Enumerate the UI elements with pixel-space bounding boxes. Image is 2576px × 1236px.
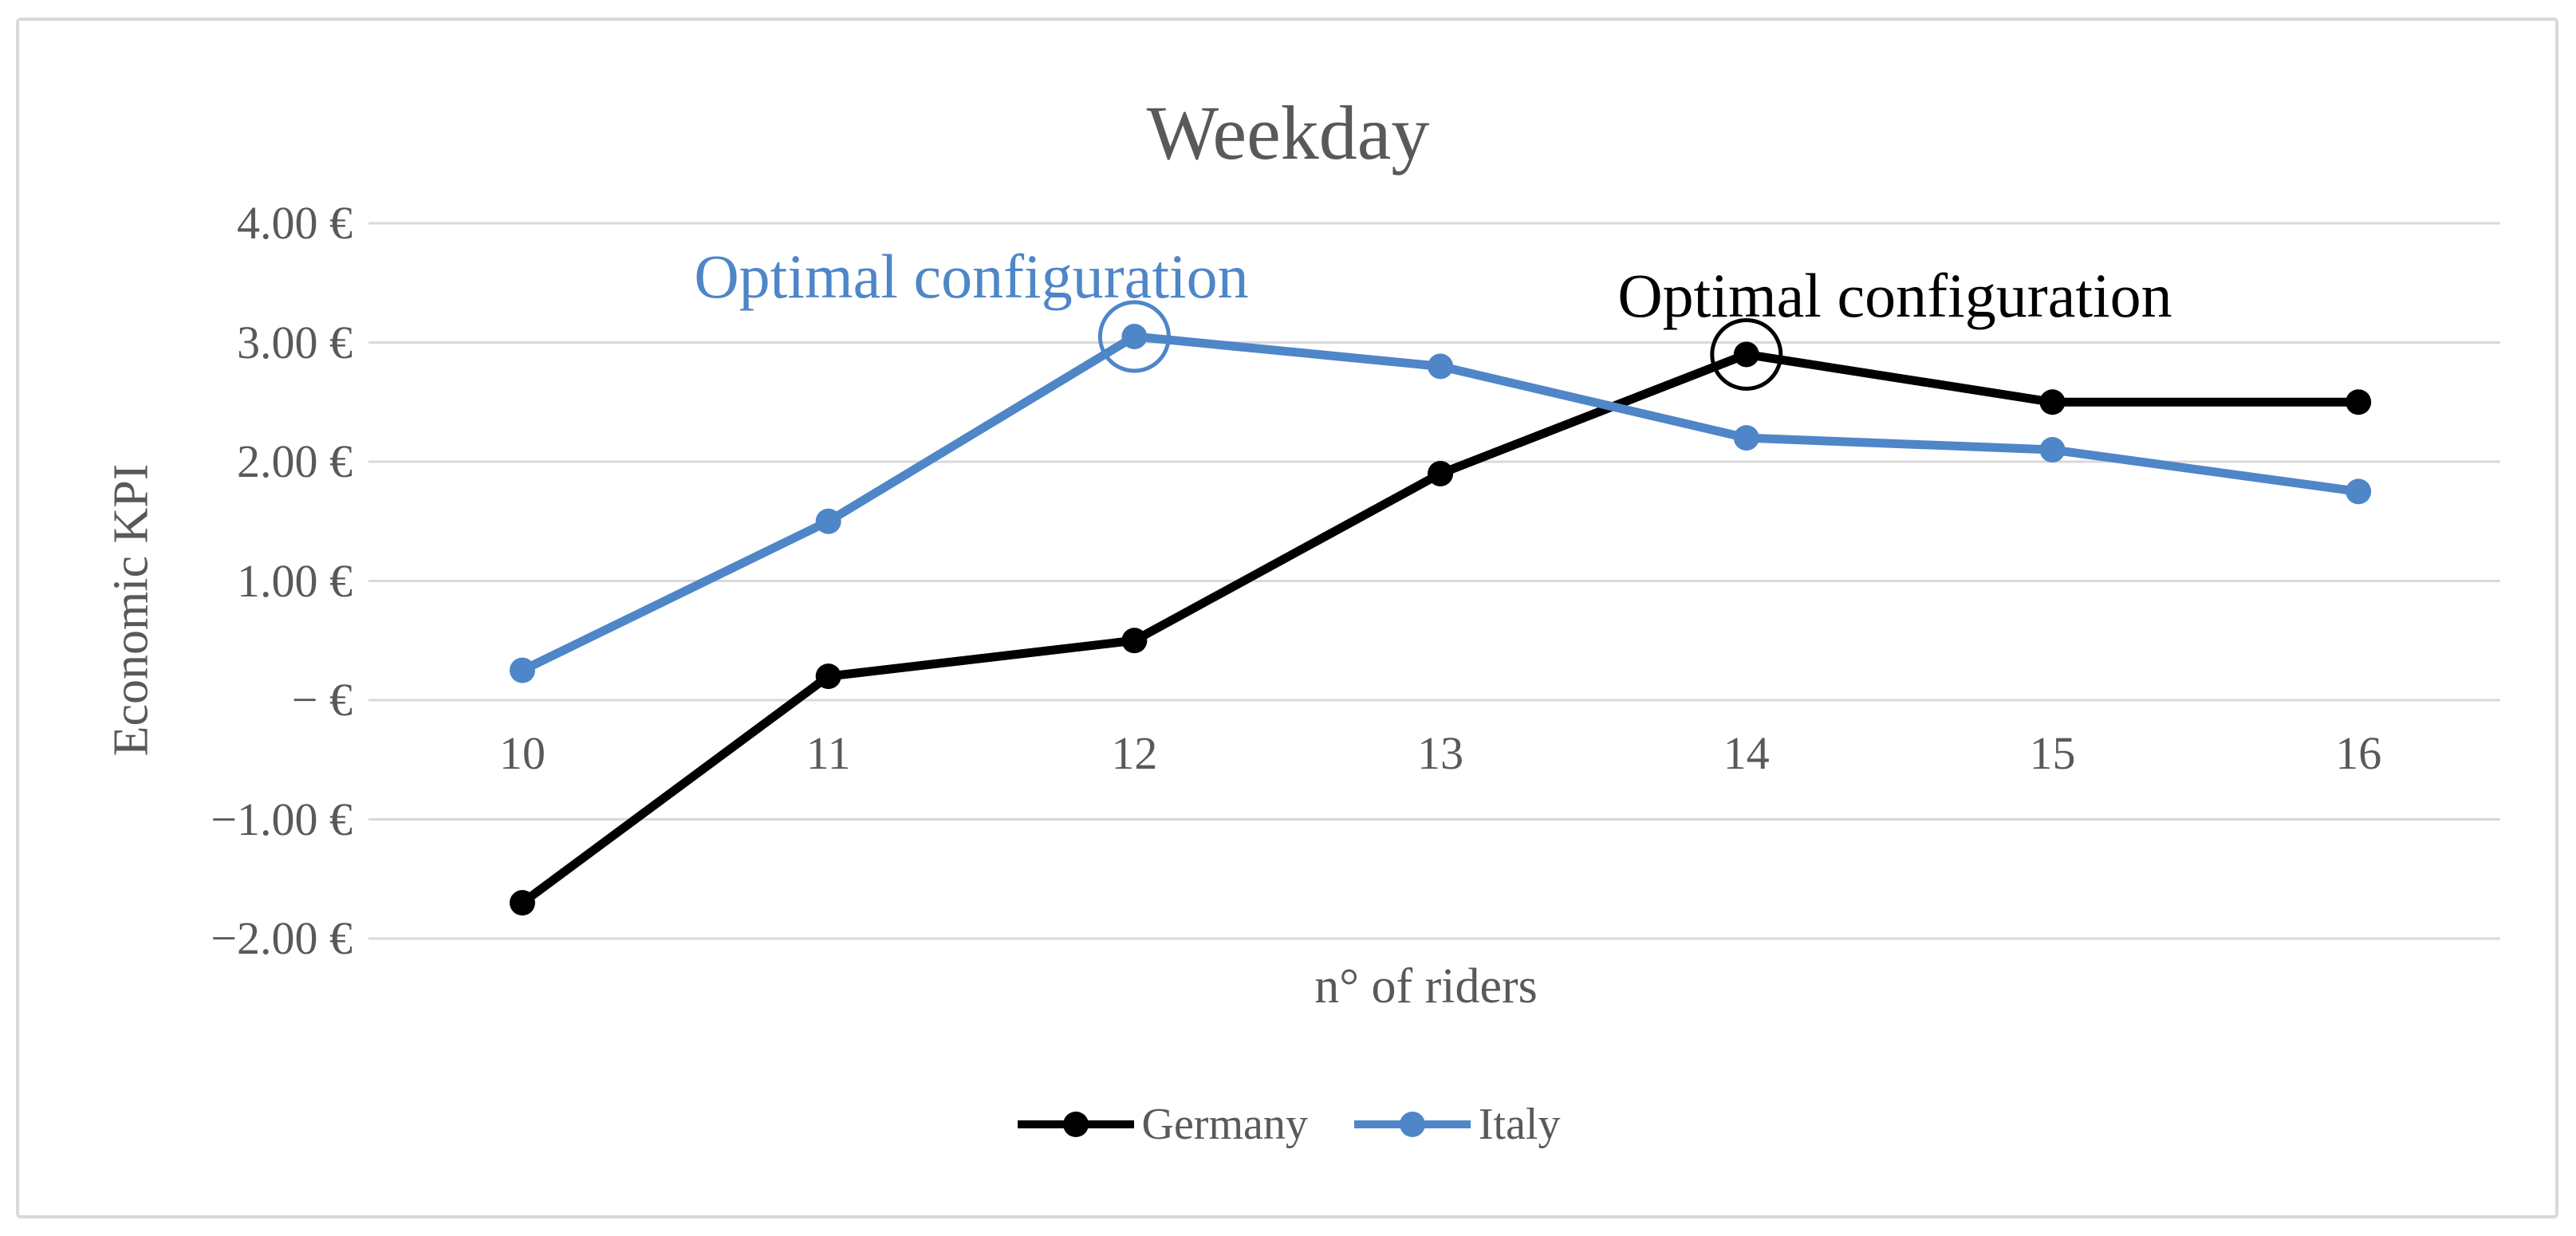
legend-dot [1062,1112,1089,1137]
optimal-circle-germany [1710,317,1783,391]
italy-marker [2346,478,2372,505]
y-tick-label: −1.00 € [211,793,353,845]
italy-marker [815,508,841,534]
italy-legend-marker [1353,1112,1471,1137]
y-tick-label: 4.00 € [237,197,353,249]
germany-marker [2346,389,2372,415]
legend-label-italy: Italy [1478,1100,1561,1149]
germany-marker [2039,389,2066,415]
chart-border [16,18,2558,1218]
x-tick-label: 13 [1417,727,1464,779]
germany-marker [1121,628,1148,654]
germany-marker [1428,460,1454,486]
x-tick-label: 15 [2029,727,2076,779]
y-tick-label: 2.00 € [237,435,353,487]
x-tick-label: 10 [499,727,546,779]
legend: Germany Italy [0,1099,2576,1150]
x-tick-label: 16 [2335,727,2382,779]
legend-item-italy: Italy [1353,1099,1561,1150]
legend-label-germany: Germany [1141,1100,1308,1149]
italy-marker [2039,437,2066,463]
x-axis-title: n° of riders [1314,959,1538,1014]
italy-line [518,332,2363,675]
legend-dot [1399,1112,1425,1137]
italy-marker [1733,425,1759,451]
italy-marker [1428,353,1454,380]
germany-marker [815,663,841,690]
annotation-italy-optimal: Optimal configuration [694,242,1249,311]
x-tick-label: 14 [1723,727,1770,779]
germany-legend-marker [1017,1112,1134,1137]
x-tick-label: 12 [1111,727,1158,779]
legend-item-germany: Germany [1016,1099,1308,1150]
y-tick-label: 3.00 € [237,316,353,368]
x-tick-label: 11 [805,727,851,779]
y-axis-title: Economic KPI [104,463,159,757]
y-tick-label: − € [291,674,353,726]
germany-marker [1733,341,1759,368]
germany-marker [510,890,535,916]
italy-marker [1121,324,1148,350]
italy-marker [510,657,535,683]
optimal-circle-italy [1097,300,1171,373]
annotation-germany-optimal: Optimal configuration [1617,261,2172,330]
y-tick-label: 1.00 € [237,554,353,607]
y-tick-label: −2.00 € [211,912,353,964]
chart-title: Weekday [1146,90,1430,175]
